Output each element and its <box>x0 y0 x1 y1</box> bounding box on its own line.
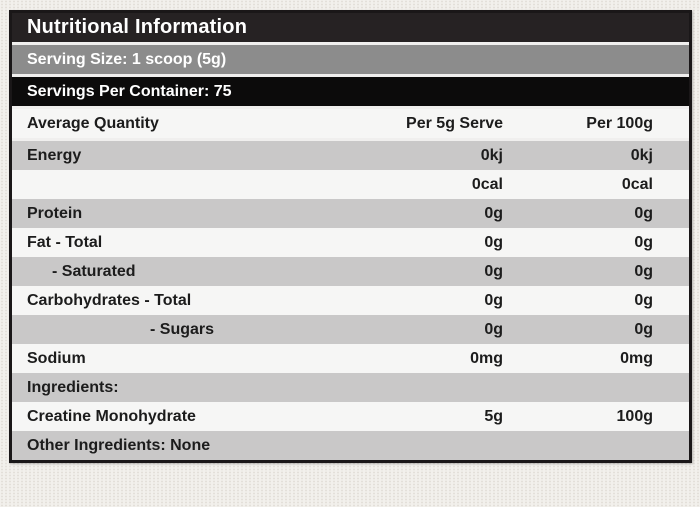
per-100g-value: 0cal <box>621 176 653 193</box>
per-100g-value: 0g <box>634 263 653 280</box>
nutrient-row-saturated: - Saturated 0g 0g <box>12 257 689 286</box>
per-serve-value: 0cal <box>471 176 503 193</box>
nutrient-name: - Sugars <box>150 321 215 338</box>
per-serve-value <box>343 431 503 460</box>
servings-per-container-bar: Servings Per Container: 75 <box>12 77 689 106</box>
per-serve-value: 5g <box>484 408 503 425</box>
per-100g-value: 0g <box>634 321 653 338</box>
per-100g-value: 100g <box>616 408 653 425</box>
per-100g-value <box>503 373 689 402</box>
per-100g-value <box>503 431 689 460</box>
nutrient-name: Creatine Monohydrate <box>27 408 196 425</box>
nutrient-name: Other Ingredients: None <box>27 437 211 454</box>
nutrition-panel: Nutritional Information Serving Size: 1 … <box>9 10 692 463</box>
per-serve-value: 0g <box>484 263 503 280</box>
nutrient-row-blank: 0cal 0cal <box>12 170 689 199</box>
per-100g-value: 0g <box>634 205 653 222</box>
nutrient-name <box>12 170 343 199</box>
nutrient-name: Carbohydrates - Total <box>27 292 192 309</box>
nutrition-rows: Energy 0kj 0kj 0cal 0cal Protein 0g 0g F… <box>12 141 689 460</box>
nutrient-row-creatine-monohydrate: Creatine Monohydrate 5g 100g <box>12 402 689 431</box>
per-100g-value: 0kj <box>630 147 653 164</box>
nutrient-name: Energy <box>27 147 82 164</box>
per-serve-value: 0g <box>484 321 503 338</box>
column-header-name: Average Quantity <box>27 115 159 132</box>
nutrient-name: Fat - Total <box>27 234 103 251</box>
nutrient-row-sodium: Sodium 0mg 0mg <box>12 344 689 373</box>
nutrient-row-sugars: - Sugars 0g 0g <box>12 315 689 344</box>
column-header-row: Average Quantity Per 5g Serve Per 100g <box>12 109 689 138</box>
nutrient-name: Protein <box>27 205 83 222</box>
per-serve-value <box>343 373 503 402</box>
nutrient-row-other-ingredients-none: Other Ingredients: None <box>12 431 689 460</box>
per-100g-value: 0g <box>634 292 653 309</box>
per-serve-value: 0g <box>484 292 503 309</box>
panel-title: Nutritional Information <box>12 13 689 42</box>
column-header-per-100g: Per 100g <box>586 115 653 132</box>
nutrient-row-energy: Energy 0kj 0kj <box>12 141 689 170</box>
nutrient-row-fat-total: Fat - Total 0g 0g <box>12 228 689 257</box>
per-100g-value: 0mg <box>620 350 653 367</box>
nutrient-name: Sodium <box>27 350 86 367</box>
serving-size-bar: Serving Size: 1 scoop (5g) <box>12 45 689 74</box>
nutrient-name: - Saturated <box>52 263 136 280</box>
per-serve-value: 0g <box>484 205 503 222</box>
per-serve-value: 0g <box>484 234 503 251</box>
nutrient-row-ingredients: Ingredients: <box>12 373 689 402</box>
per-100g-value: 0g <box>634 234 653 251</box>
per-serve-value: 0kj <box>480 147 503 164</box>
nutrient-name: Ingredients: <box>27 379 119 396</box>
per-serve-value: 0mg <box>470 350 503 367</box>
nutrient-row-protein: Protein 0g 0g <box>12 199 689 228</box>
column-header-per-serve: Per 5g Serve <box>406 115 503 132</box>
nutrient-row-carbohydrates-total: Carbohydrates - Total 0g 0g <box>12 286 689 315</box>
